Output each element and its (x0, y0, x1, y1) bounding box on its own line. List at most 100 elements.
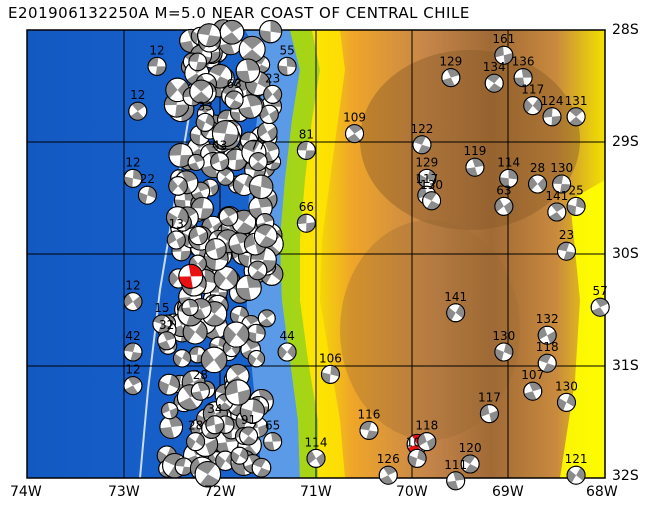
event-depth-label: 23 (265, 71, 280, 85)
event-marker: 131 (565, 94, 588, 127)
event-marker: 42 (123, 329, 143, 362)
event-marker: 23 (263, 71, 283, 104)
lat-label-29s: 29S (612, 134, 639, 150)
event-marker: 77 (248, 139, 268, 172)
cluster-beachball (258, 20, 283, 44)
event-marker: 114 (497, 155, 520, 188)
event-marker: 111 (444, 458, 467, 491)
event-marker: 109 (343, 111, 366, 144)
event-marker: 12 (123, 279, 143, 312)
event-marker: 57 (590, 284, 610, 317)
event-depth-label: 25 (568, 183, 583, 197)
cluster-beachball (235, 274, 262, 301)
lat-label-32s: 32S (612, 468, 639, 484)
event-marker: 43 (210, 139, 230, 172)
lon-label-68w: 68W (586, 484, 618, 500)
event-marker: 23 (556, 228, 576, 261)
cluster-beachball (158, 373, 180, 396)
event-depth-label: 63 (226, 77, 241, 91)
event-depth-label: 117 (521, 83, 544, 97)
event-marker: 122 (411, 122, 433, 155)
event-marker: 130 (420, 178, 443, 211)
lon-label-70w: 70W (396, 484, 428, 500)
event-depth-label: 129 (439, 55, 462, 69)
event-depth-label: 114 (305, 435, 328, 449)
cluster-beachball (187, 153, 205, 171)
event-depth-label: 107 (521, 368, 544, 382)
event-depth-label: 116 (358, 407, 381, 421)
event-marker: 15 (152, 301, 172, 334)
cluster-beachball (247, 260, 268, 281)
cluster-beachball (189, 79, 214, 104)
event-marker: 12 (147, 43, 167, 76)
lon-label-73w: 73W (108, 484, 140, 500)
cluster-beachball (211, 120, 239, 148)
event-depth-label: 13 (169, 217, 184, 231)
cluster-beachball (251, 457, 272, 478)
event-marker: 28 (186, 419, 206, 452)
cluster-beachball (253, 224, 278, 248)
event-marker: 116 (358, 407, 381, 440)
lat-label-31s: 31S (612, 358, 639, 374)
cluster-beachball (235, 58, 261, 83)
event-marker: 118 (415, 419, 438, 452)
cluster-beachball (188, 225, 209, 246)
lon-label-74w: 74W (10, 484, 42, 500)
event-marker: 120 (459, 441, 482, 474)
event-depth-label: 34 (207, 402, 222, 416)
cluster-beachball (238, 35, 266, 63)
cluster-beachball (213, 265, 239, 291)
event-marker: 34 (205, 402, 225, 435)
cluster-beachball (228, 232, 251, 255)
cluster-beachball (224, 379, 252, 406)
cluster-beachball (223, 321, 250, 348)
event-depth-label: 130 (550, 161, 573, 175)
event-depth-label: 91 (241, 413, 256, 427)
event-marker: 114 (305, 435, 328, 468)
event-marker: 136 (512, 55, 535, 88)
event-marker: 12 (123, 155, 143, 188)
event-marker: 118 (536, 340, 559, 373)
terrain (27, 30, 605, 478)
event-marker: 25 (566, 183, 586, 216)
event-marker: 81 (296, 127, 316, 160)
event-depth-label: 111 (444, 458, 467, 472)
event-marker: 13 (166, 217, 186, 250)
event-marker: 28 (190, 368, 210, 401)
event-marker: 130 (492, 329, 515, 362)
event-depth-label: 120 (459, 441, 482, 455)
event-depth-label: 129 (415, 155, 438, 169)
lon-label-69w: 69W (492, 484, 524, 500)
event-depth-label: 141 (444, 290, 467, 304)
event-depth-label: 114 (497, 155, 520, 169)
event-depth-label: 28 (193, 368, 208, 382)
event-marker: 22 (137, 172, 157, 205)
cluster-beachball (168, 176, 188, 196)
event-marker: 63 (224, 77, 244, 110)
event-depth-label: 12 (125, 279, 140, 293)
event-depth-label: 106 (319, 351, 342, 365)
event-depth-label: 141 (545, 189, 568, 203)
event-depth-label: 109 (343, 111, 366, 125)
event-marker: 33 (195, 99, 215, 132)
event-depth-label: 12 (130, 88, 145, 102)
event-marker: 65 (263, 419, 283, 452)
event-depth-label: 121 (565, 452, 588, 466)
event-marker: 134 (483, 60, 506, 93)
event-depth-label: 33 (198, 99, 213, 113)
event-depth-label: 43 (212, 139, 227, 153)
event-depth-label: 55 (279, 43, 294, 57)
event-depth-label: 124 (541, 94, 564, 108)
event-marker: 130 (555, 379, 578, 412)
event-marker: 130 (550, 161, 573, 194)
event-depth-label: 117 (478, 391, 501, 405)
cluster-beachball (181, 298, 199, 317)
event-depth-label: 117 (415, 172, 438, 186)
cluster-beachball (174, 457, 193, 476)
event-marker: 141 (545, 189, 568, 222)
event-depth-label: 130 (420, 178, 443, 192)
map-title: E201906132250A M=5.0 NEAR COAST OF CENTR… (8, 4, 470, 22)
event-depth-label: 23 (559, 228, 574, 242)
event-depth-label: 44 (279, 329, 294, 343)
event-marker: 32 (157, 318, 177, 351)
